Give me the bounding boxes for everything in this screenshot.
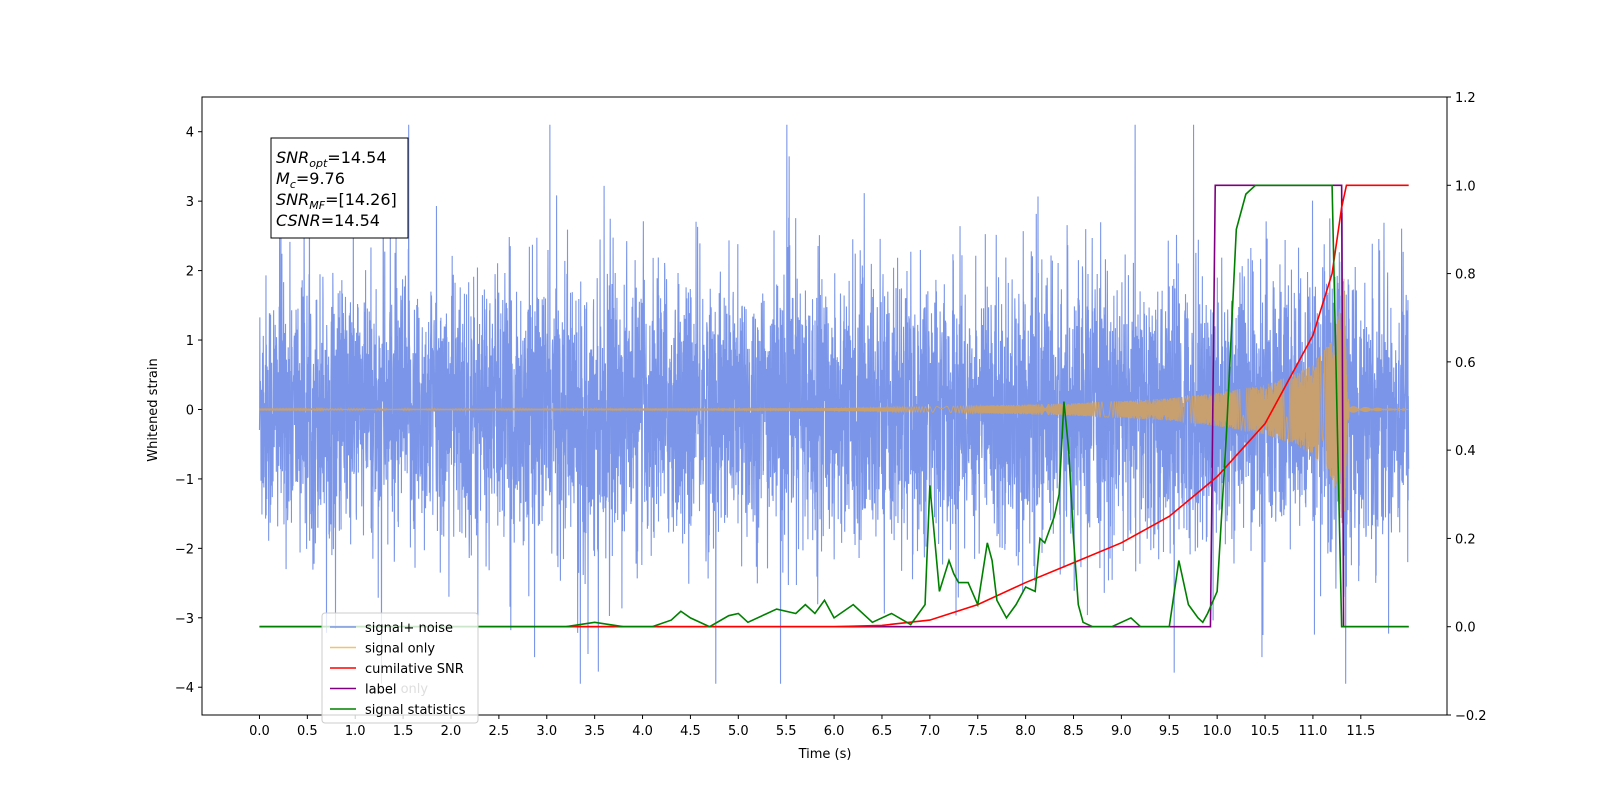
y-right-tick-label: 0.8 bbox=[1455, 268, 1476, 283]
y-right-tick-label: 0.4 bbox=[1455, 444, 1476, 459]
x-tick-label: 11.5 bbox=[1346, 724, 1375, 739]
y-left-tick-label: 4 bbox=[186, 126, 194, 141]
x-tick-label: 3.5 bbox=[584, 724, 605, 739]
annotation-line: CSNR=14.54 bbox=[276, 211, 380, 230]
legend-label: signal only bbox=[365, 642, 435, 657]
annotation-line: Mc=9.76 bbox=[276, 169, 345, 191]
y-left-tick-label: 2 bbox=[186, 265, 194, 280]
x-tick-label: 6.0 bbox=[824, 724, 845, 739]
y-right-tick-label: 0.6 bbox=[1455, 356, 1476, 371]
x-tick-label: 8.0 bbox=[1015, 724, 1036, 739]
series-cumilative-snr-line bbox=[259, 184, 1409, 628]
y-right-tick-label: 1.2 bbox=[1455, 91, 1476, 106]
y-right-tick-label: −0.2 bbox=[1455, 709, 1487, 724]
x-tick-label: 9.0 bbox=[1111, 724, 1132, 739]
legend: label only signal+ noise signal only cumila… bbox=[321, 612, 479, 724]
x-tick-label: 3.0 bbox=[536, 724, 557, 739]
annotation-line: SNRopt=14.54 bbox=[276, 148, 387, 170]
y-left-tick-label: −3 bbox=[175, 612, 194, 627]
y-right-tick-label: 0.2 bbox=[1455, 532, 1476, 547]
x-tick-label: 7.5 bbox=[967, 724, 988, 739]
x-tick-label: 1.0 bbox=[345, 724, 366, 739]
x-tick-label: 6.5 bbox=[872, 724, 893, 739]
annotation-line: SNRMF=[14.26] bbox=[276, 190, 397, 212]
y-left-tick-label: 1 bbox=[186, 334, 194, 349]
annotation-box bbox=[270, 137, 409, 239]
stats-annotation: SNRopt=14.54Mc=9.76SNRMF=[14.26]CSNR=14.… bbox=[270, 137, 409, 239]
x-tick-label: 5.0 bbox=[728, 724, 749, 739]
x-tick-label: 10.5 bbox=[1251, 724, 1280, 739]
x-tick-label: 7.0 bbox=[920, 724, 941, 739]
axes: 0.0 0.5 1.0 1.5 2.0 2.5 3.0 3.5 4.0 4.5 5.0 5.5 6.0 6… bbox=[175, 91, 1487, 739]
series-signal-statistics-line bbox=[259, 184, 1409, 628]
y-right-tick-label: 1.0 bbox=[1455, 179, 1476, 194]
y-left-tick-label: 0 bbox=[186, 403, 194, 418]
y-left-tick-label: −2 bbox=[175, 542, 194, 557]
y-axis-label: Whitened strain bbox=[146, 358, 161, 461]
x-tick-label: 2.0 bbox=[441, 724, 462, 739]
legend-label: signal+ noise bbox=[365, 621, 453, 636]
y-left-tick-label: −4 bbox=[175, 681, 194, 696]
x-tick-label: 0.5 bbox=[297, 724, 318, 739]
plot-area bbox=[258, 124, 1410, 684]
plot-frame bbox=[201, 96, 1448, 716]
y-right-tick-label: 0.0 bbox=[1455, 621, 1476, 636]
x-tick-label: 4.0 bbox=[632, 724, 653, 739]
legend-box bbox=[321, 612, 479, 724]
x-tick-label: 9.5 bbox=[1159, 724, 1180, 739]
series-signal-only-line bbox=[259, 278, 1409, 524]
x-tick-label: 4.5 bbox=[680, 724, 701, 739]
x-tick-label: 5.5 bbox=[776, 724, 797, 739]
legend-label: cumilative SNR bbox=[365, 662, 464, 677]
legend-label: label bbox=[365, 683, 396, 698]
x-tick-label: 2.5 bbox=[489, 724, 510, 739]
y-left-tick-label: 3 bbox=[186, 195, 194, 210]
x-tick-label: 1.5 bbox=[393, 724, 414, 739]
y-left-tick-label: −1 bbox=[175, 473, 194, 488]
x-tick-label: 11.0 bbox=[1298, 724, 1327, 739]
x-tick-label: 8.5 bbox=[1063, 724, 1084, 739]
legend-hidden-text: label only bbox=[365, 682, 428, 697]
x-tick-label: 0.0 bbox=[249, 724, 270, 739]
x-axis-label: Time (s) bbox=[798, 747, 852, 762]
legend-label: signal statistics bbox=[365, 703, 466, 718]
x-tick-label: 10.0 bbox=[1203, 724, 1232, 739]
